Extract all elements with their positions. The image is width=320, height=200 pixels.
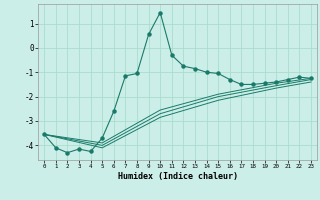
X-axis label: Humidex (Indice chaleur): Humidex (Indice chaleur) (118, 172, 238, 181)
